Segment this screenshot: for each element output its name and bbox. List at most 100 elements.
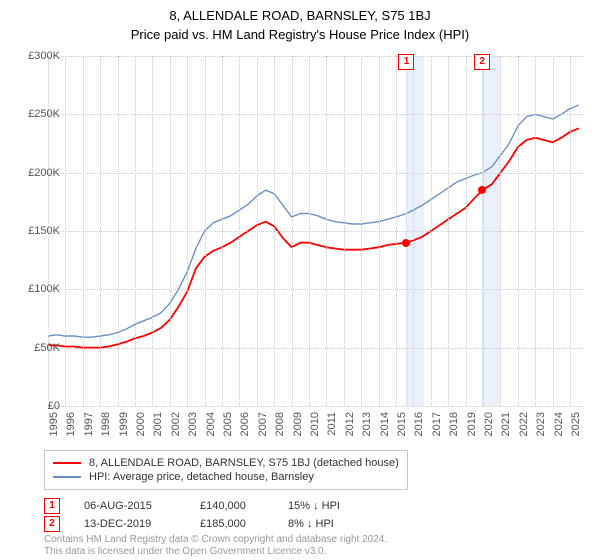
gridline-vertical [344, 56, 345, 406]
y-tick-label: £50K [34, 342, 60, 354]
gridline-vertical [326, 56, 327, 406]
x-tick-label: 2020 [483, 412, 495, 436]
x-tick-label: 2025 [570, 412, 582, 436]
event-price: £185,000 [200, 518, 264, 530]
sale-marker-box: 2 [474, 54, 490, 70]
event-marker-box: 2 [44, 516, 60, 532]
legend-swatch [53, 476, 81, 478]
x-tick-label: 2015 [396, 412, 408, 436]
x-tick-label: 2010 [309, 412, 321, 436]
gridline-vertical [309, 56, 310, 406]
gridline-vertical [413, 56, 414, 406]
x-tick-label: 1998 [100, 412, 112, 436]
x-tick-label: 2021 [500, 412, 512, 436]
y-tick-label: £250K [28, 108, 60, 120]
gridline-vertical [535, 56, 536, 406]
chart-subtitle: Price paid vs. HM Land Registry's House … [0, 23, 600, 42]
x-tick-label: 2012 [344, 412, 356, 436]
gridline-vertical [553, 56, 554, 406]
gridline-vertical [361, 56, 362, 406]
event-delta: 8% ↓ HPI [288, 518, 378, 530]
series-property [48, 128, 579, 347]
x-tick-label: 2006 [239, 412, 251, 436]
x-tick-label: 2014 [379, 412, 391, 436]
x-tick-label: 2019 [466, 412, 478, 436]
x-tick-label: 2004 [205, 412, 217, 436]
gridline-vertical [448, 56, 449, 406]
gridline-vertical [379, 56, 380, 406]
series-hpi [48, 105, 579, 337]
gridline-vertical [431, 56, 432, 406]
gridline-vertical [118, 56, 119, 406]
gridline-vertical [500, 56, 501, 406]
x-tick-label: 2017 [431, 412, 443, 436]
y-tick-label: £150K [28, 225, 60, 237]
x-axis-ticks: 1995 1996 1997 1998 1999 2000 2001 2002 2003 2004… [48, 406, 584, 446]
x-tick-label: 2003 [187, 412, 199, 436]
x-tick-label: 2002 [170, 412, 182, 436]
gridline-vertical [257, 56, 258, 406]
gridline-vertical [274, 56, 275, 406]
sale-marker-box: 1 [398, 54, 414, 70]
x-tick-label: 2011 [326, 412, 338, 436]
x-tick-label: 1995 [48, 412, 60, 436]
gridline-horizontal [48, 348, 584, 349]
x-tick-label: 2009 [292, 412, 304, 436]
gridline-vertical [100, 56, 101, 406]
gridline-horizontal [48, 56, 584, 57]
event-row: 2 13-DEC-2019 £185,000 8% ↓ HPI [44, 516, 378, 532]
gridline-vertical [187, 56, 188, 406]
legend-label: HPI: Average price, detached house, Barn… [89, 471, 314, 483]
sale-dot [478, 186, 486, 194]
x-tick-label: 1996 [65, 412, 77, 436]
chart-legend: 8, ALLENDALE ROAD, BARNSLEY, S75 1BJ (de… [44, 450, 408, 490]
x-tick-label: 2013 [361, 412, 373, 436]
gridline-vertical [152, 56, 153, 406]
x-tick-label: 2008 [274, 412, 286, 436]
gridline-horizontal [48, 114, 584, 115]
gridline-vertical [292, 56, 293, 406]
y-tick-label: £100K [28, 283, 60, 295]
legend-swatch [53, 462, 81, 464]
y-tick-label: £300K [28, 50, 60, 62]
footer-line-1: Contains HM Land Registry data © Crown c… [44, 534, 387, 546]
x-tick-label: 1999 [118, 412, 130, 436]
legend-row: HPI: Average price, detached house, Barn… [53, 471, 399, 483]
gridline-vertical [518, 56, 519, 406]
x-tick-label: 2016 [413, 412, 425, 436]
gridline-vertical [466, 56, 467, 406]
x-tick-label: 2022 [518, 412, 530, 436]
x-tick-label: 2005 [222, 412, 234, 436]
y-tick-label: £0 [48, 400, 60, 412]
gridline-horizontal [48, 231, 584, 232]
x-tick-label: 1997 [83, 412, 95, 436]
footer-line-2: This data is licensed under the Open Gov… [44, 546, 387, 558]
gridline-horizontal [48, 173, 584, 174]
x-tick-label: 2001 [152, 412, 164, 436]
sale-events-table: 106-AUG-2015£140,00015% ↓ HPI213-DEC-201… [44, 496, 378, 534]
gridline-horizontal [48, 289, 584, 290]
gridline-vertical [570, 56, 571, 406]
x-tick-label: 2024 [553, 412, 565, 436]
gridline-vertical [396, 56, 397, 406]
gridline-vertical [205, 56, 206, 406]
x-tick-label: 2007 [257, 412, 269, 436]
legend-label: 8, ALLENDALE ROAD, BARNSLEY, S75 1BJ (de… [89, 457, 399, 469]
legend-row: 8, ALLENDALE ROAD, BARNSLEY, S75 1BJ (de… [53, 457, 399, 469]
x-tick-label: 2000 [135, 412, 147, 436]
event-delta: 15% ↓ HPI [288, 500, 378, 512]
x-tick-label: 2023 [535, 412, 547, 436]
gridline-vertical [239, 56, 240, 406]
gridline-vertical [135, 56, 136, 406]
gridline-vertical [222, 56, 223, 406]
gridline-vertical [483, 56, 484, 406]
event-price: £140,000 [200, 500, 264, 512]
event-marker-box: 1 [44, 498, 60, 514]
gridline-vertical [170, 56, 171, 406]
event-date: 13-DEC-2019 [84, 518, 176, 530]
gridline-vertical [83, 56, 84, 406]
y-tick-label: £200K [28, 167, 60, 179]
gridline-vertical [65, 56, 66, 406]
chart-title: 8, ALLENDALE ROAD, BARNSLEY, S75 1BJ [0, 0, 600, 23]
event-row: 106-AUG-2015£140,00015% ↓ HPI [44, 498, 378, 514]
